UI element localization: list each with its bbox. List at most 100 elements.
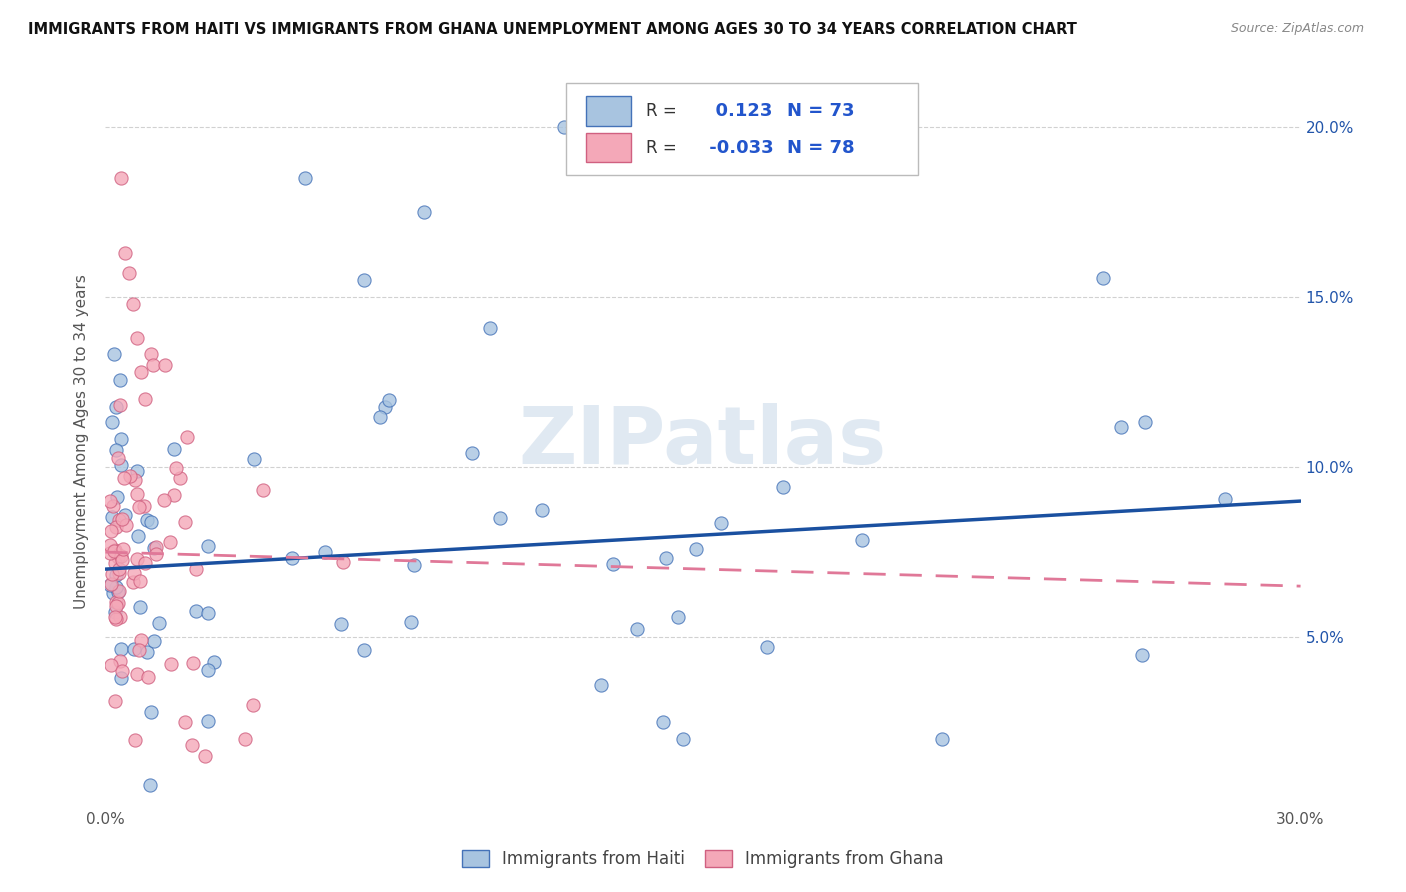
Point bbox=[103, 346, 125, 360]
Point bbox=[101, 586, 124, 600]
Point bbox=[114, 508, 136, 522]
Point bbox=[153, 493, 176, 508]
Point bbox=[128, 574, 150, 588]
Point bbox=[148, 615, 170, 630]
Text: N = 73: N = 73 bbox=[787, 102, 855, 120]
Point bbox=[128, 599, 150, 614]
Point bbox=[176, 430, 198, 444]
Point bbox=[233, 732, 256, 747]
Point bbox=[181, 656, 204, 670]
Point bbox=[143, 633, 166, 648]
Point bbox=[294, 170, 316, 185]
Point bbox=[368, 410, 391, 425]
Point bbox=[931, 732, 953, 747]
Point bbox=[112, 470, 135, 484]
Point bbox=[125, 487, 148, 501]
Point bbox=[139, 515, 162, 529]
Point bbox=[136, 670, 159, 684]
Point bbox=[105, 442, 128, 457]
Point bbox=[142, 358, 165, 372]
Point bbox=[329, 616, 352, 631]
Point bbox=[173, 515, 195, 529]
Point bbox=[851, 533, 873, 547]
Point bbox=[134, 556, 156, 570]
Text: -0.033: -0.033 bbox=[703, 138, 773, 156]
Text: ZIPatlas: ZIPatlas bbox=[519, 402, 887, 481]
Text: R =: R = bbox=[645, 102, 676, 120]
Point bbox=[553, 120, 575, 134]
Point bbox=[122, 297, 145, 311]
Point bbox=[138, 779, 160, 793]
Point bbox=[101, 567, 124, 582]
Point bbox=[281, 550, 304, 565]
Point bbox=[710, 516, 733, 531]
Point bbox=[353, 273, 375, 287]
Point bbox=[107, 596, 129, 610]
Point bbox=[169, 471, 191, 485]
Point bbox=[110, 671, 132, 685]
Point bbox=[100, 546, 122, 560]
Point bbox=[626, 623, 648, 637]
Point bbox=[124, 642, 146, 657]
Point bbox=[128, 643, 150, 657]
Point bbox=[118, 266, 141, 280]
Point bbox=[111, 512, 134, 526]
Point bbox=[314, 545, 336, 559]
Point bbox=[163, 442, 186, 456]
Point bbox=[108, 584, 131, 599]
Point bbox=[243, 451, 266, 466]
FancyBboxPatch shape bbox=[565, 83, 918, 175]
Point bbox=[134, 392, 156, 406]
Point bbox=[121, 574, 143, 589]
Point bbox=[103, 694, 125, 708]
Point bbox=[105, 568, 128, 582]
Point bbox=[129, 632, 152, 647]
Point bbox=[107, 451, 129, 466]
Legend: Immigrants from Haiti, Immigrants from Ghana: Immigrants from Haiti, Immigrants from G… bbox=[456, 843, 950, 875]
Point bbox=[110, 549, 132, 564]
Point bbox=[127, 331, 149, 345]
Point bbox=[105, 491, 128, 505]
Point bbox=[1091, 271, 1114, 285]
Point bbox=[197, 714, 219, 729]
Point bbox=[602, 558, 624, 572]
Text: 0.123: 0.123 bbox=[703, 102, 772, 120]
Point bbox=[461, 446, 484, 460]
Point bbox=[413, 205, 436, 219]
Point bbox=[135, 513, 157, 527]
Point bbox=[124, 566, 146, 580]
Point bbox=[105, 599, 128, 614]
Point bbox=[666, 609, 689, 624]
Point bbox=[110, 458, 132, 472]
Point bbox=[145, 547, 167, 561]
Text: Source: ZipAtlas.com: Source: ZipAtlas.com bbox=[1230, 22, 1364, 36]
Point bbox=[181, 738, 204, 752]
Point bbox=[174, 715, 197, 730]
Point bbox=[110, 432, 132, 446]
Point bbox=[194, 749, 217, 764]
Point bbox=[402, 558, 425, 573]
Point bbox=[110, 170, 132, 185]
Text: N = 78: N = 78 bbox=[787, 138, 855, 156]
Point bbox=[1132, 648, 1154, 662]
Point bbox=[756, 640, 779, 654]
Point bbox=[165, 461, 187, 475]
Point bbox=[100, 538, 122, 552]
Point bbox=[401, 615, 423, 629]
Point bbox=[101, 415, 124, 429]
Point bbox=[128, 500, 150, 514]
Point bbox=[127, 529, 149, 543]
Point bbox=[197, 539, 219, 553]
Point bbox=[108, 610, 131, 624]
Point bbox=[1133, 415, 1156, 429]
Point bbox=[135, 645, 157, 659]
Point bbox=[1213, 492, 1236, 507]
Point bbox=[100, 578, 122, 592]
Point bbox=[685, 542, 707, 557]
Point bbox=[104, 610, 127, 624]
Point bbox=[353, 643, 375, 657]
Point bbox=[139, 705, 162, 719]
Point bbox=[124, 473, 146, 487]
Point bbox=[103, 500, 125, 514]
Point bbox=[489, 511, 512, 525]
